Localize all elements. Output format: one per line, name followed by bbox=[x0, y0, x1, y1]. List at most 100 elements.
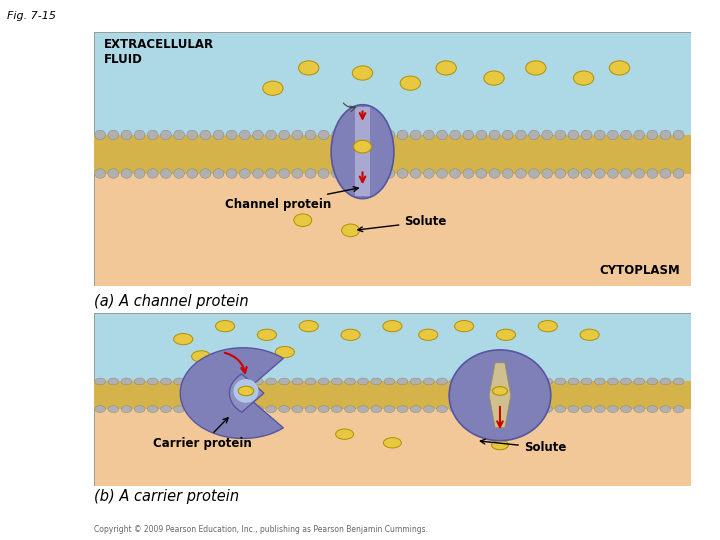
Ellipse shape bbox=[516, 130, 526, 140]
Ellipse shape bbox=[233, 379, 258, 403]
Ellipse shape bbox=[621, 378, 631, 385]
Ellipse shape bbox=[200, 378, 211, 385]
Ellipse shape bbox=[573, 71, 594, 85]
Ellipse shape bbox=[528, 378, 539, 385]
Ellipse shape bbox=[134, 378, 145, 385]
Ellipse shape bbox=[555, 130, 566, 140]
Ellipse shape bbox=[384, 378, 395, 385]
Bar bbox=[94, 154, 691, 286]
Ellipse shape bbox=[358, 130, 369, 140]
Ellipse shape bbox=[213, 378, 224, 385]
Ellipse shape bbox=[174, 130, 184, 140]
Ellipse shape bbox=[240, 406, 250, 413]
Ellipse shape bbox=[253, 406, 264, 413]
Ellipse shape bbox=[660, 168, 671, 178]
Ellipse shape bbox=[186, 378, 197, 385]
Ellipse shape bbox=[555, 168, 566, 178]
Ellipse shape bbox=[580, 329, 599, 340]
Ellipse shape bbox=[660, 130, 671, 140]
Ellipse shape bbox=[673, 378, 684, 385]
Ellipse shape bbox=[95, 130, 106, 140]
Ellipse shape bbox=[581, 130, 592, 140]
Ellipse shape bbox=[108, 168, 119, 178]
Ellipse shape bbox=[318, 130, 329, 140]
Ellipse shape bbox=[397, 406, 408, 413]
Ellipse shape bbox=[423, 406, 434, 413]
Ellipse shape bbox=[476, 130, 487, 140]
Ellipse shape bbox=[266, 406, 276, 413]
Ellipse shape bbox=[200, 168, 211, 178]
Ellipse shape bbox=[581, 406, 592, 413]
Ellipse shape bbox=[634, 168, 644, 178]
Ellipse shape bbox=[292, 130, 302, 140]
Ellipse shape bbox=[345, 406, 356, 413]
Ellipse shape bbox=[660, 378, 671, 385]
Ellipse shape bbox=[397, 168, 408, 178]
Ellipse shape bbox=[240, 378, 250, 385]
Ellipse shape bbox=[226, 130, 237, 140]
Ellipse shape bbox=[108, 406, 119, 413]
Ellipse shape bbox=[397, 378, 408, 385]
Ellipse shape bbox=[331, 168, 342, 178]
Ellipse shape bbox=[226, 168, 237, 178]
Ellipse shape bbox=[266, 130, 276, 140]
Ellipse shape bbox=[213, 168, 224, 178]
Ellipse shape bbox=[213, 406, 224, 413]
Ellipse shape bbox=[436, 378, 447, 385]
Ellipse shape bbox=[410, 130, 421, 140]
Ellipse shape bbox=[345, 378, 356, 385]
Ellipse shape bbox=[581, 378, 592, 385]
Ellipse shape bbox=[95, 378, 106, 385]
Ellipse shape bbox=[436, 61, 456, 75]
Ellipse shape bbox=[528, 406, 539, 413]
Ellipse shape bbox=[454, 321, 474, 332]
Text: Carrier protein: Carrier protein bbox=[153, 418, 252, 450]
Ellipse shape bbox=[568, 168, 579, 178]
Ellipse shape bbox=[352, 66, 373, 80]
Ellipse shape bbox=[423, 130, 434, 140]
Ellipse shape bbox=[541, 168, 552, 178]
Ellipse shape bbox=[331, 378, 342, 385]
Ellipse shape bbox=[450, 378, 461, 385]
Ellipse shape bbox=[253, 168, 264, 178]
Ellipse shape bbox=[358, 378, 369, 385]
Ellipse shape bbox=[489, 130, 500, 140]
Ellipse shape bbox=[423, 168, 434, 178]
Ellipse shape bbox=[503, 168, 513, 178]
Ellipse shape bbox=[516, 378, 526, 385]
Ellipse shape bbox=[331, 105, 394, 199]
Ellipse shape bbox=[463, 406, 474, 413]
Ellipse shape bbox=[384, 437, 401, 448]
Ellipse shape bbox=[161, 406, 171, 413]
Ellipse shape bbox=[318, 406, 329, 413]
Ellipse shape bbox=[279, 406, 289, 413]
Bar bbox=[94, 381, 691, 409]
Ellipse shape bbox=[673, 130, 684, 140]
Ellipse shape bbox=[555, 406, 566, 413]
Ellipse shape bbox=[148, 130, 158, 140]
Text: Solute: Solute bbox=[358, 215, 446, 232]
Ellipse shape bbox=[108, 130, 119, 140]
Ellipse shape bbox=[336, 429, 354, 440]
Ellipse shape bbox=[292, 378, 302, 385]
Ellipse shape bbox=[450, 406, 461, 413]
Ellipse shape bbox=[555, 378, 566, 385]
Ellipse shape bbox=[450, 130, 461, 140]
PathPatch shape bbox=[356, 107, 369, 196]
Ellipse shape bbox=[186, 168, 197, 178]
Ellipse shape bbox=[419, 329, 438, 340]
Ellipse shape bbox=[528, 130, 539, 140]
Ellipse shape bbox=[200, 406, 211, 413]
Ellipse shape bbox=[358, 168, 369, 178]
Ellipse shape bbox=[608, 406, 618, 413]
Polygon shape bbox=[489, 363, 510, 428]
Ellipse shape bbox=[148, 168, 158, 178]
Ellipse shape bbox=[200, 130, 211, 140]
Ellipse shape bbox=[331, 130, 342, 140]
Ellipse shape bbox=[345, 130, 356, 140]
Ellipse shape bbox=[266, 168, 276, 178]
Ellipse shape bbox=[541, 378, 552, 385]
Ellipse shape bbox=[503, 378, 513, 385]
Ellipse shape bbox=[595, 378, 605, 385]
Ellipse shape bbox=[148, 406, 158, 413]
